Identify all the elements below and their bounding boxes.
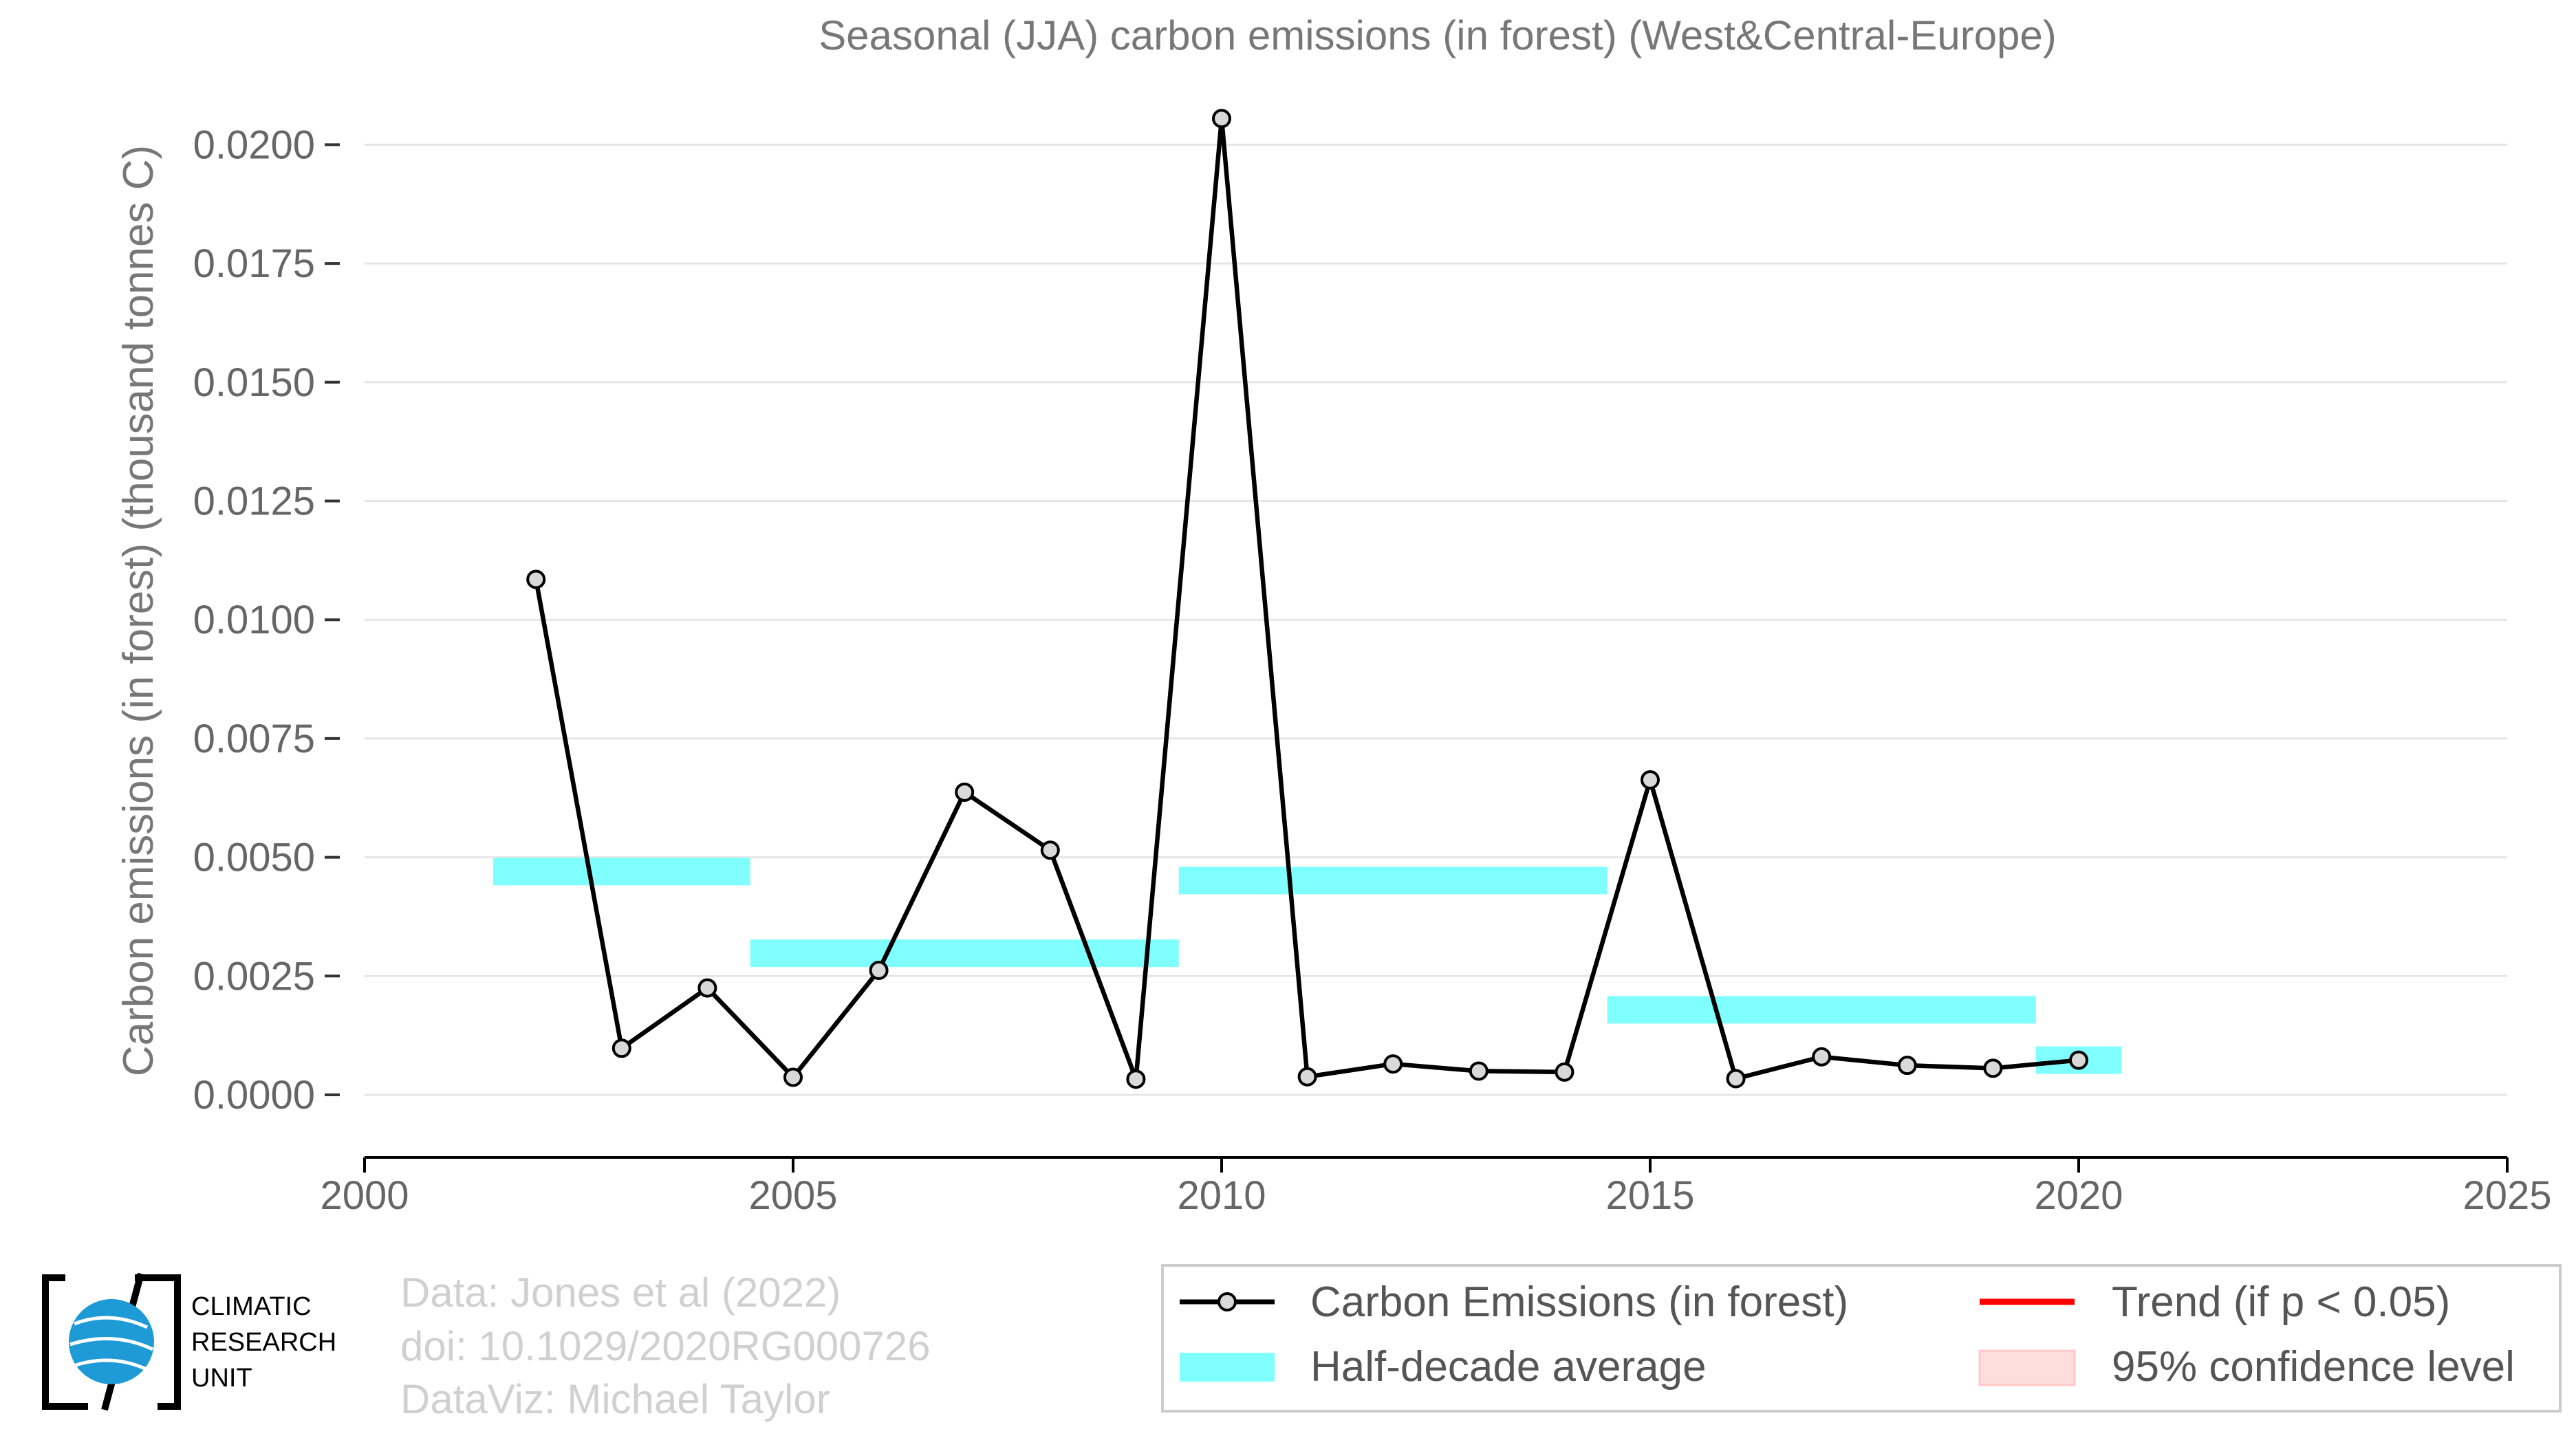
- logo-line-2: RESEARCH: [191, 1328, 336, 1357]
- data-point: [1897, 1056, 1917, 1076]
- half-decade-bar: [1607, 996, 2036, 1024]
- legend-label-emissions: Carbon Emissions (in forest): [1310, 1278, 1848, 1326]
- legend-label-trend: Trend (if p < 0.05): [2112, 1278, 2450, 1326]
- y-tick-label: 0.0175: [193, 241, 315, 286]
- data-point: [1469, 1061, 1489, 1081]
- credit-doi: doi: 10.1029/2020RG000726: [400, 1323, 931, 1369]
- y-tick-label: 0.0000: [193, 1073, 315, 1118]
- y-tick-label: 0.0100: [193, 598, 315, 642]
- y-tick-label: 0.0075: [193, 717, 315, 761]
- credits: Data: Jones et al (2022) doi: 10.1029/20…: [400, 1270, 931, 1422]
- globe-swirl-icon: [69, 1316, 154, 1372]
- x-tick-label: 2020: [2034, 1173, 2123, 1218]
- x-tick-label: 2005: [748, 1173, 837, 1218]
- legend-band-swatch: [1180, 1353, 1275, 1382]
- half-decade-bar: [493, 858, 750, 886]
- data-point: [1040, 840, 1060, 860]
- half-decade-bar: [1178, 867, 1608, 895]
- y-tick-label: 0.0125: [193, 479, 315, 524]
- x-tick-label: 2010: [1177, 1173, 1266, 1218]
- data-point: [955, 782, 975, 802]
- x-tick-label: 2015: [1605, 1173, 1694, 1218]
- data-point: [1812, 1047, 1832, 1067]
- chart-title: Seasonal (JJA) carbon emissions (in fore…: [819, 12, 2057, 58]
- cru-logo: CLIMATIC RESEARCH UNIT: [42, 1272, 336, 1411]
- data-point: [1555, 1062, 1574, 1082]
- x-ticks: 2000 2005 2010 2015 2020 2025: [320, 1157, 2552, 1218]
- y-tick-label: 0.0200: [193, 122, 315, 167]
- data-point: [1641, 770, 1660, 789]
- data-point: [1383, 1054, 1403, 1074]
- x-tick-label: 2000: [320, 1173, 409, 1218]
- legend-label-ci: 95% confidence level: [2112, 1343, 2515, 1391]
- data-point: [611, 1038, 631, 1058]
- logo-line-1: CLIMATIC: [191, 1292, 312, 1321]
- legend-marker-swatch: [1217, 1292, 1237, 1311]
- half-decade-average-bands: [493, 858, 2122, 1074]
- half-decade-bar: [750, 939, 1179, 968]
- data-point: [526, 569, 546, 589]
- data-point: [697, 978, 717, 998]
- data-point: [1212, 109, 1231, 129]
- y-tick-label: 0.0025: [193, 954, 315, 999]
- emissions-series: [526, 109, 2088, 1089]
- logo-line-3: UNIT: [191, 1364, 252, 1393]
- legend-box: [1161, 1264, 2562, 1413]
- legend-ci-swatch: [1978, 1349, 2076, 1386]
- y-tick-labels: 0.0000 0.0025 0.0050 0.0075 0.0100 0.0125 0.01…: [193, 122, 340, 1118]
- data-point: [1726, 1069, 1746, 1089]
- y-axis-label: Carbon emissions (in forest) (thousand t…: [115, 145, 162, 1076]
- credit-dataviz: DataViz: Michael Taylor: [400, 1376, 830, 1422]
- grid-lines: [365, 143, 2507, 1096]
- data-point: [1297, 1067, 1317, 1087]
- credit-data: Data: Jones et al (2022): [400, 1270, 841, 1316]
- legend-label-half-decade: Half-decade average: [1310, 1343, 1707, 1391]
- data-point: [1983, 1058, 2003, 1078]
- data-point: [783, 1067, 803, 1087]
- data-point: [1126, 1069, 1146, 1089]
- data-point: [2069, 1050, 2088, 1070]
- x-tick-label: 2025: [2463, 1173, 2551, 1218]
- data-point: [869, 961, 889, 981]
- y-tick-label: 0.0150: [193, 360, 315, 405]
- logo-bracket-icon: [42, 1274, 181, 1410]
- y-tick-label: 0.0050: [193, 836, 315, 880]
- legend: Carbon Emissions (in forest) Half-decade…: [1161, 1264, 2562, 1413]
